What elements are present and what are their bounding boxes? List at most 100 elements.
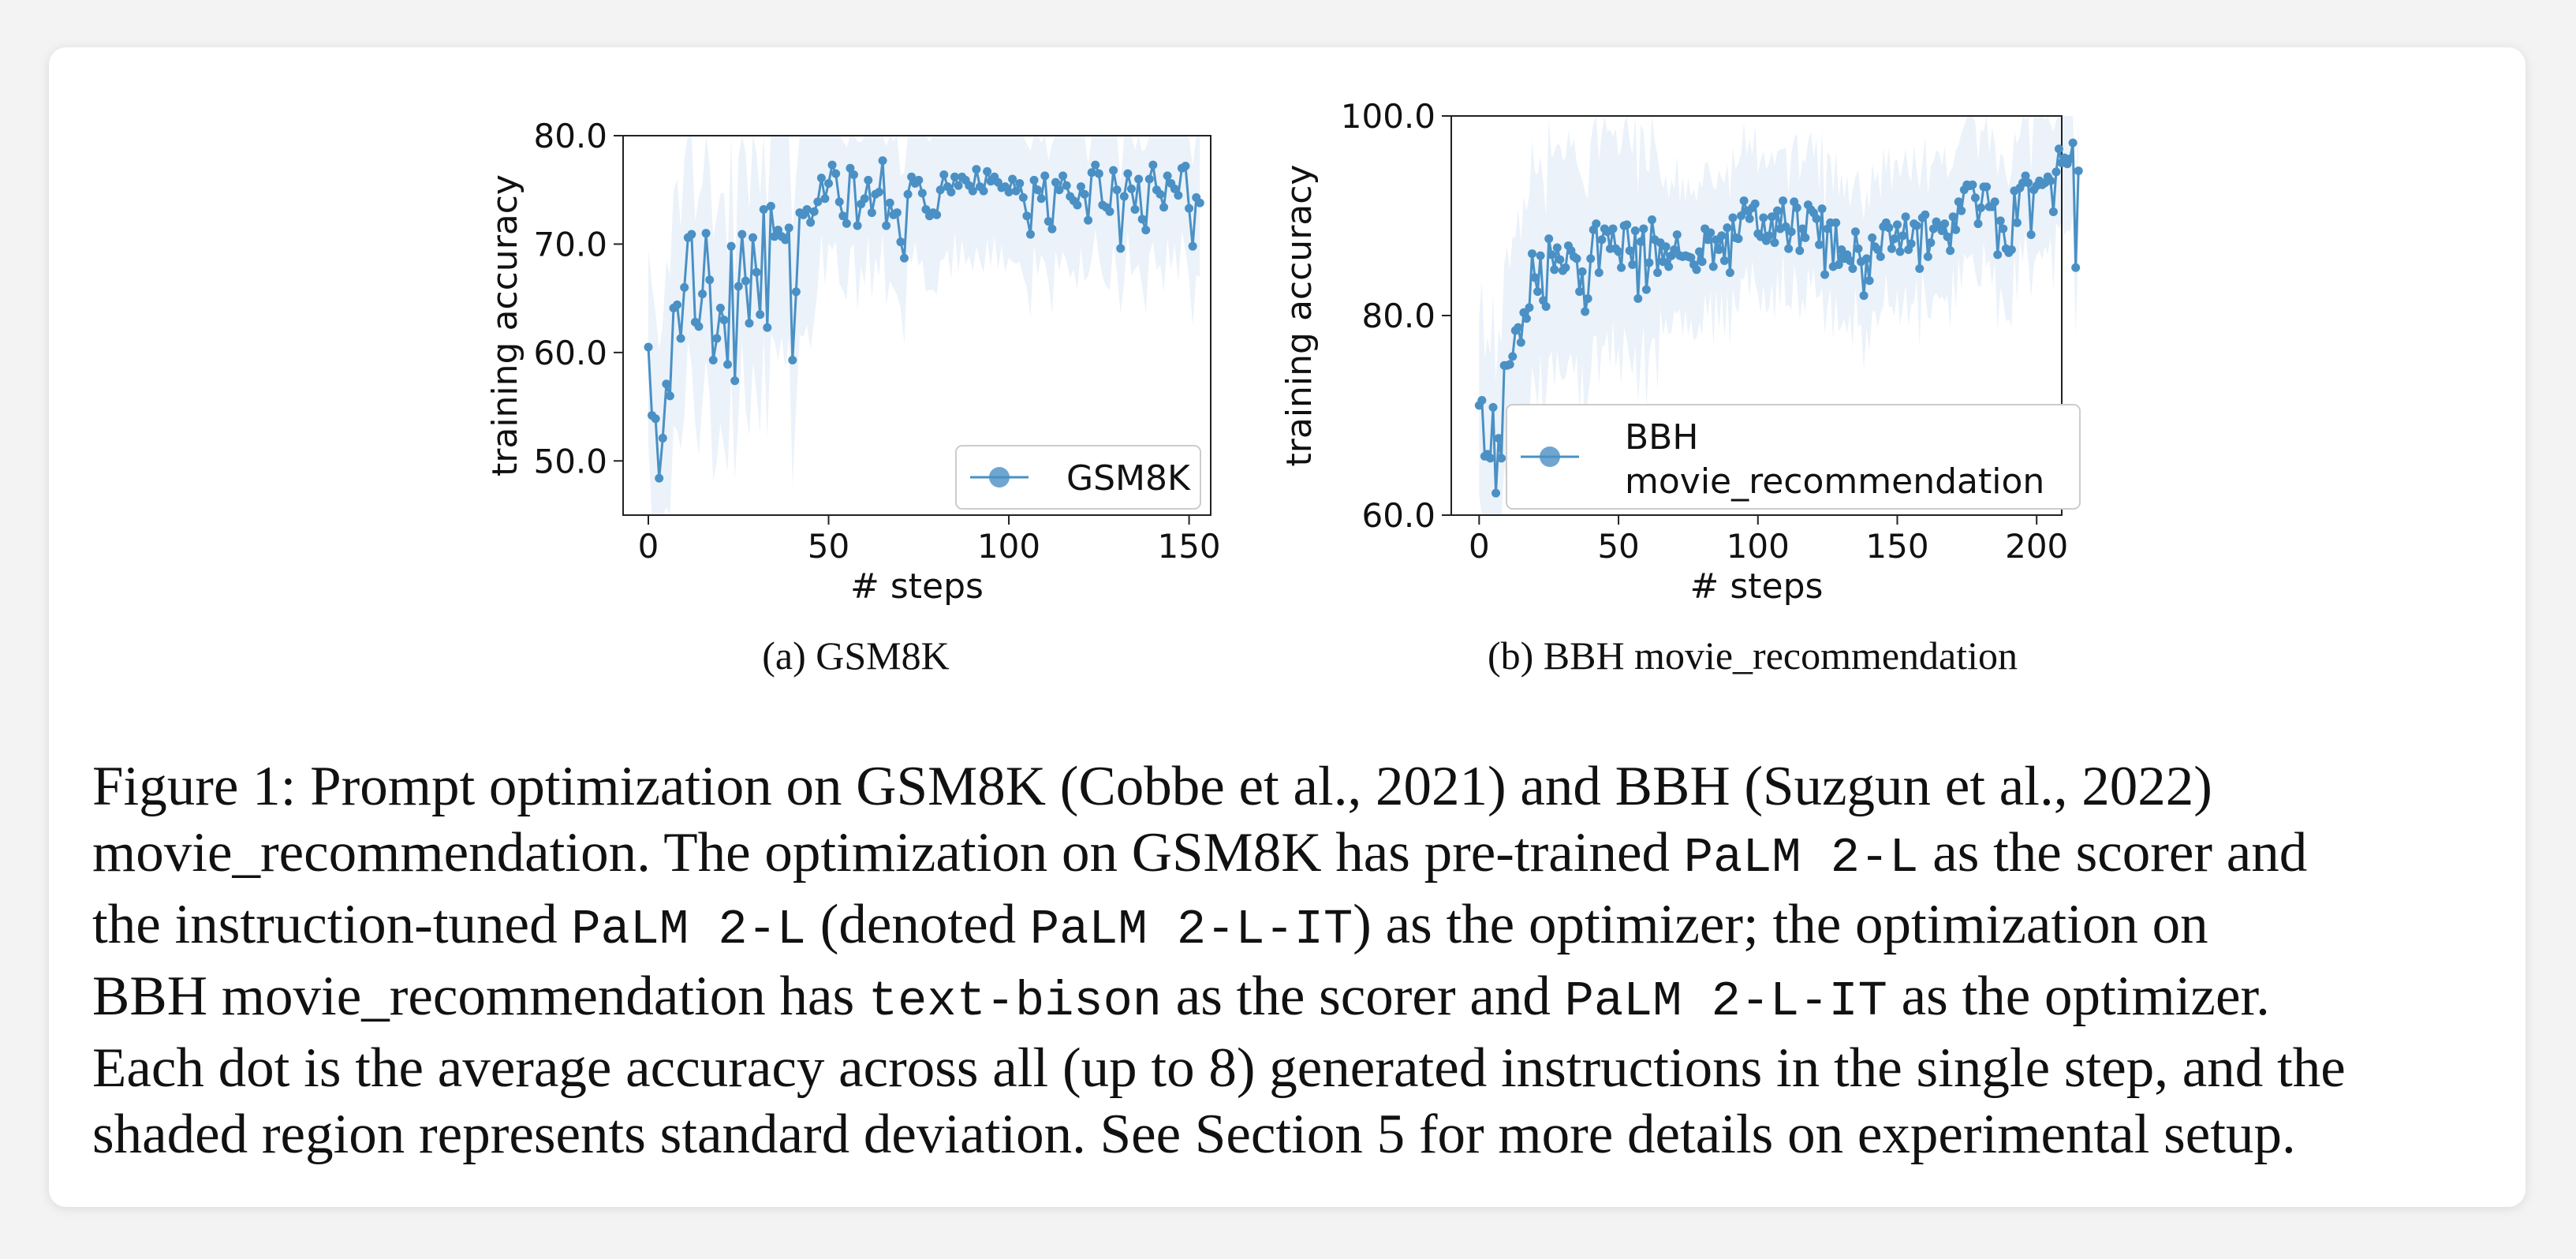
series-points [644, 156, 1204, 483]
data-point [1485, 454, 1495, 463]
caption-text: shaded region represents standard deviat… [92, 1104, 2296, 1165]
data-point [914, 175, 924, 185]
data-point [1163, 171, 1172, 181]
data-point [1795, 246, 1805, 256]
data-point [1530, 273, 1540, 282]
data-point [759, 204, 768, 214]
data-point [809, 207, 819, 216]
data-point [878, 156, 887, 166]
data-point [1525, 303, 1534, 312]
data-point [1188, 241, 1197, 251]
data-point [1831, 218, 1841, 227]
legend: BBH movie_recommendation [1506, 404, 2081, 510]
data-point [853, 221, 862, 230]
data-point [2007, 245, 2016, 255]
data-point [846, 163, 855, 173]
caption-text: movie_recommendation. The optimization o… [92, 822, 1684, 884]
data-point [932, 210, 942, 219]
data-point [1954, 197, 1963, 207]
data-point [1614, 247, 1623, 256]
data-point [1040, 171, 1050, 181]
data-point [1123, 169, 1133, 178]
data-point [1521, 314, 1531, 323]
data-point [1792, 203, 1801, 212]
data-point [1536, 251, 1545, 260]
data-point [1062, 181, 1071, 190]
data-point [2068, 138, 2078, 148]
data-point [723, 360, 733, 369]
data-point [1653, 268, 1663, 278]
data-point [1854, 244, 1863, 253]
data-point [1575, 287, 1585, 297]
subcaption-b: (b) BBH movie_recommendation [1488, 633, 2018, 678]
data-point [1915, 264, 1925, 274]
data-point [1137, 215, 1147, 224]
data-point [1982, 182, 1992, 192]
data-point [712, 334, 722, 343]
data-point [1862, 254, 1872, 263]
data-point [1159, 203, 1169, 212]
y-tick-label: 70.0 [533, 225, 607, 263]
data-point [662, 379, 671, 389]
data-point [1550, 265, 1559, 275]
data-point [1873, 245, 1883, 255]
x-tick-label: 200 [2005, 527, 2068, 566]
data-point [1597, 235, 1607, 245]
data-point [1923, 252, 1932, 261]
data-point [1091, 160, 1100, 170]
legend-label: GSM8K [1066, 458, 1191, 499]
data-point [1697, 257, 1707, 267]
data-point [1105, 207, 1114, 216]
data-point [1008, 174, 1017, 184]
data-point [1786, 227, 1796, 237]
x-tick-label: 50 [808, 527, 849, 566]
data-point [737, 230, 747, 239]
data-point [1094, 169, 1103, 178]
data-point [1943, 232, 1952, 241]
caption-text: the instruction-tuned [92, 894, 572, 955]
data-point [1664, 262, 1674, 271]
legend-label-line-2: movie_recommendation [1625, 461, 2044, 502]
caption-code: PaLM 2-L-IT [1029, 902, 1353, 958]
data-point [1659, 257, 1668, 267]
data-point [2012, 218, 2022, 227]
data-point [1801, 233, 1810, 242]
data-point [715, 304, 725, 313]
data-point [903, 189, 913, 199]
data-point [885, 198, 894, 207]
data-point [1033, 185, 1043, 195]
data-point [1817, 204, 1827, 214]
data-point [698, 290, 707, 299]
caption-text: as the optimizer. [1887, 966, 2270, 1027]
x-tick-label: 0 [638, 527, 659, 566]
data-point [1706, 228, 1715, 237]
data-point [921, 204, 931, 214]
data-point [694, 322, 704, 331]
data-point [741, 276, 750, 286]
data-point [1555, 255, 1565, 264]
data-point [1561, 263, 1570, 272]
data-point [2054, 144, 2063, 154]
data-point [820, 194, 830, 204]
data-point [983, 166, 992, 176]
data-point [1494, 434, 1503, 443]
data-point [2066, 154, 2075, 163]
data-point [1645, 258, 1654, 267]
legend: GSM8K [955, 445, 1201, 510]
data-point [1630, 226, 1640, 235]
data-point [831, 169, 841, 178]
data-point [1906, 239, 1916, 248]
data-point [1773, 206, 1783, 215]
data-point [774, 226, 783, 235]
data-point [1036, 194, 1046, 204]
data-point [658, 433, 667, 443]
data-point [791, 287, 801, 297]
y-axis-label: training accuracy [485, 174, 525, 476]
data-point [1661, 242, 1671, 252]
data-point [1622, 220, 1632, 230]
caption-text: ) as the optimizer; the optimization on [1353, 894, 2208, 955]
data-point [834, 197, 844, 207]
figure-caption: Figure 1: Prompt optimization on GSM8K (… [92, 753, 2506, 1167]
data-point [1073, 200, 1082, 210]
